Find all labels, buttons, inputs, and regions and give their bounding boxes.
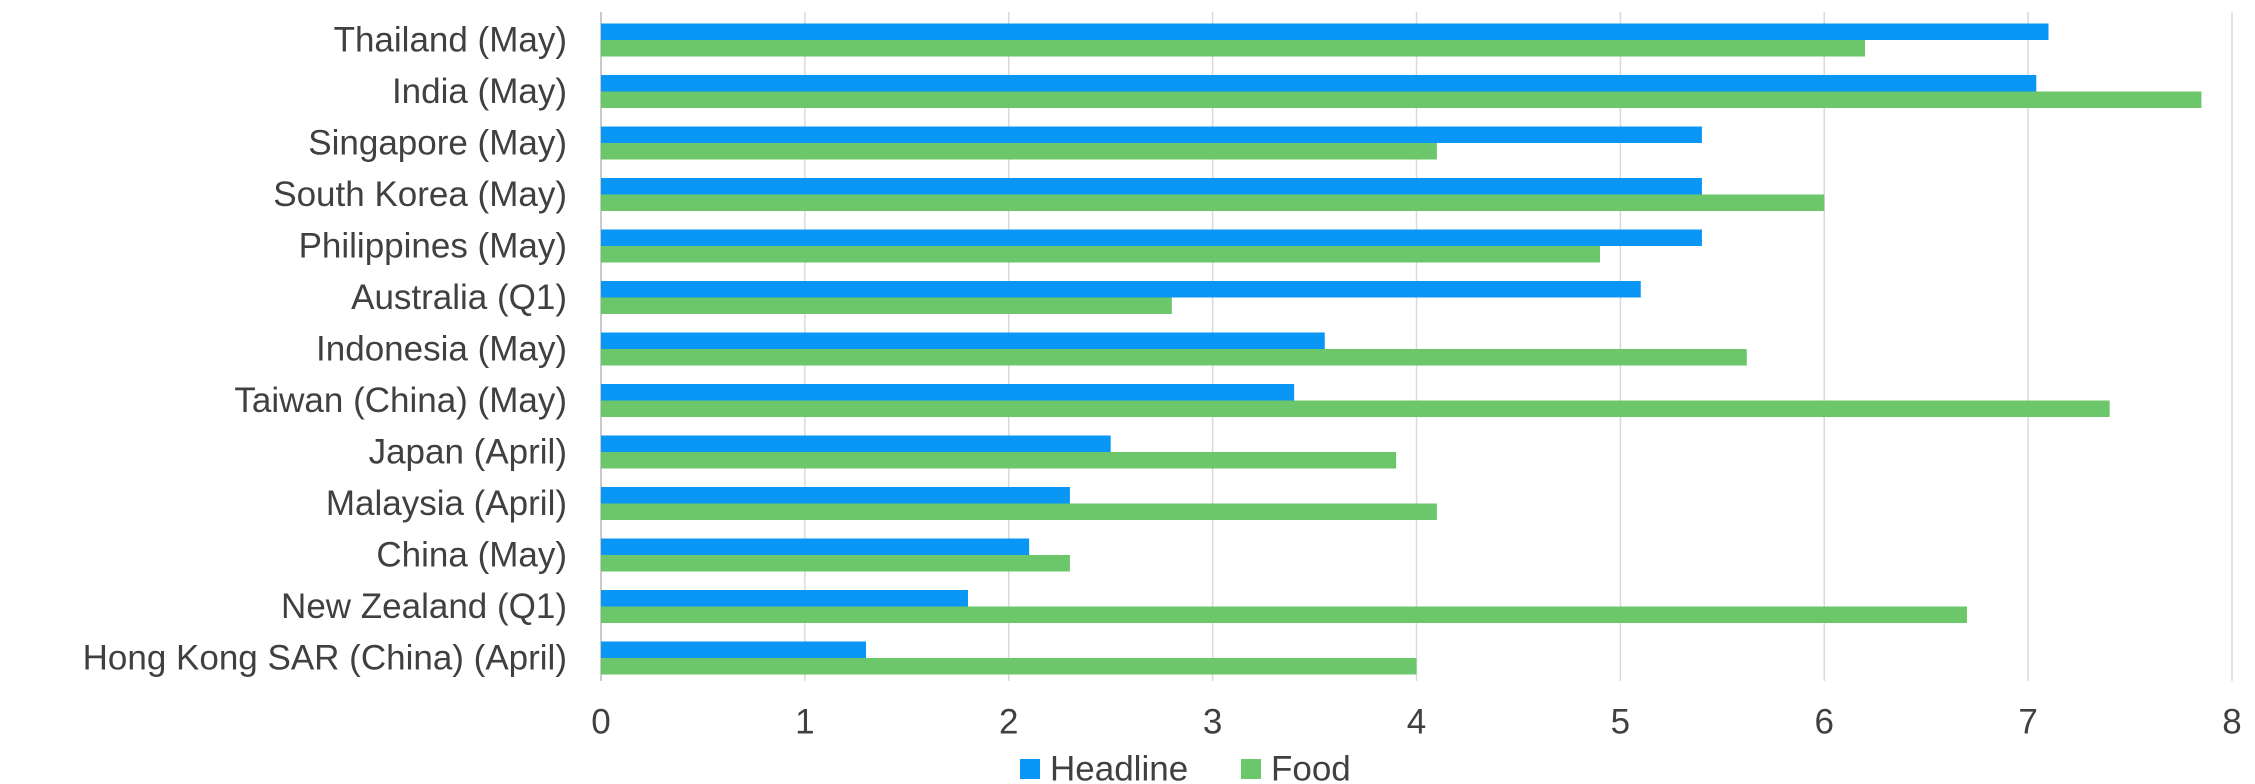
food-bar: [601, 194, 1825, 211]
category-label: China (May): [376, 536, 567, 575]
category-label: Singapore (May): [308, 124, 567, 163]
category-label: Japan (April): [369, 433, 567, 472]
food-bar: [601, 658, 1417, 675]
headline-bar: [601, 641, 867, 658]
x-tick-label: 5: [1611, 703, 1630, 742]
headline-bar: [601, 178, 1702, 195]
headline-bar: [601, 332, 1325, 349]
category-label: India (May): [392, 72, 567, 111]
category-label: Indonesia (May): [316, 330, 567, 369]
category-label: Hong Kong SAR (China) (April): [83, 639, 567, 678]
bars: [601, 23, 2202, 675]
x-tick-label: 2: [999, 703, 1018, 742]
food-bar: [601, 91, 2202, 108]
headline-bar: [601, 229, 1702, 246]
x-tick-label: 1: [795, 703, 814, 742]
headline-bar: [601, 281, 1641, 298]
category-label: Australia (Q1): [351, 278, 567, 317]
headline-legend-label: Headline: [1050, 750, 1188, 784]
food-bar: [601, 143, 1437, 160]
category-label: New Zealand (Q1): [281, 587, 567, 626]
category-label: Philippines (May): [299, 227, 567, 266]
x-tick-label: 7: [2018, 703, 2037, 742]
food-bar: [601, 400, 2110, 417]
x-tick-label: 8: [2222, 703, 2241, 742]
x-tick-label: 6: [1815, 703, 1834, 742]
headline-bar: [601, 435, 1111, 452]
category-label: Malaysia (April): [326, 484, 567, 523]
headline-legend-swatch: [1020, 759, 1040, 779]
headline-bar: [601, 126, 1702, 143]
headline-bar: [601, 23, 2049, 40]
category-label: South Korea (May): [273, 175, 567, 214]
headline-bar: [601, 487, 1070, 504]
food-legend-swatch: [1241, 759, 1261, 779]
headline-bar: [601, 75, 2037, 92]
food-bar: [601, 246, 1600, 263]
food-bar: [601, 452, 1397, 469]
headline-bar: [601, 538, 1030, 555]
headline-bar: [601, 590, 968, 607]
food-bar: [601, 503, 1437, 520]
x-tick-labels: 0 1 2 3 4 5 6 7 8: [591, 703, 2241, 742]
category-label: Thailand (May): [334, 21, 567, 60]
food-bar: [601, 606, 1967, 623]
food-bar: [601, 555, 1070, 572]
x-tick-label: 0: [591, 703, 610, 742]
headline-bar: [601, 384, 1295, 401]
category-labels: Thailand (May) India (May) Singapore (May)…: [83, 21, 567, 678]
category-label: Taiwan (China) (May): [234, 381, 567, 420]
food-bar: [601, 349, 1747, 366]
food-legend-label: Food: [1271, 750, 1351, 784]
food-bar: [601, 297, 1172, 314]
legend: Headline Food: [1020, 750, 1351, 784]
x-tick-label: 3: [1203, 703, 1222, 742]
x-tick-label: 4: [1407, 703, 1426, 742]
food-bar: [601, 40, 1866, 57]
